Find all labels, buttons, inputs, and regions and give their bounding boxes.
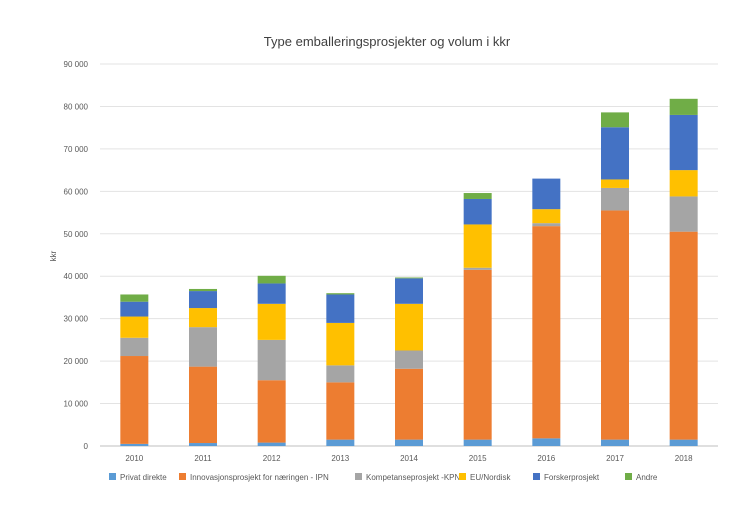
bar-segment	[395, 277, 423, 279]
legend-label: Kompetanseprosjekt -KPN	[366, 473, 460, 482]
legend-swatch	[533, 473, 540, 480]
y-tick-label: 90 000	[64, 60, 89, 69]
y-tick-label: 40 000	[64, 272, 89, 281]
y-tick-label: 10 000	[64, 400, 89, 409]
y-tick-label: 60 000	[64, 187, 89, 196]
legend-label: Forskerprosjekt	[544, 473, 600, 482]
bar-segment	[601, 439, 629, 446]
bar-segment	[120, 316, 149, 338]
bar-segment	[395, 303, 423, 351]
x-tick-label: 2016	[537, 454, 555, 463]
bar-segment	[463, 439, 492, 446]
bar-segment	[257, 339, 286, 381]
bar-segment	[189, 443, 217, 446]
bar-segment	[257, 442, 286, 446]
bar-segment	[326, 382, 355, 440]
bar-segment	[189, 308, 217, 328]
bar-segment	[120, 294, 149, 302]
y-tick-label: 80 000	[64, 102, 89, 111]
bar-segment	[669, 170, 698, 197]
bars	[120, 98, 698, 446]
legend-swatch	[355, 473, 362, 480]
y-tick-label: 70 000	[64, 145, 89, 154]
x-tick-labels: 2010 2011 2012 2013 2014 2015 2016 2017 2018	[125, 454, 693, 463]
bar-segment	[669, 114, 698, 171]
bar-segment	[463, 193, 492, 199]
bar-segment	[120, 443, 149, 446]
bar-segment	[395, 368, 423, 440]
bar-segment	[326, 322, 355, 366]
bar-segment	[395, 278, 423, 304]
bar-segment	[601, 112, 629, 128]
legend-label: EU/Nordisk	[470, 473, 511, 482]
bar-segment	[326, 365, 355, 383]
bar-segment	[189, 327, 217, 367]
bar-segment	[463, 224, 492, 268]
bar-segment	[120, 356, 149, 444]
bar-segment	[463, 269, 492, 440]
bar-segment	[669, 98, 698, 115]
y-tick-label: 50 000	[64, 230, 89, 239]
bar-segment	[601, 179, 629, 188]
bar-segment	[189, 291, 217, 309]
bar-segment	[669, 196, 698, 232]
bar-segment	[326, 294, 355, 323]
bar-segment	[463, 198, 492, 225]
bar-segment	[326, 293, 355, 295]
bar-segment	[532, 226, 561, 439]
bar-segment	[532, 178, 561, 210]
bar-segment	[669, 231, 698, 440]
y-tick-label: 0	[84, 442, 89, 451]
bar-segment	[669, 439, 698, 446]
bar-segment	[532, 223, 561, 227]
legend-swatch	[459, 473, 466, 480]
bar-segment	[601, 210, 629, 440]
x-tick-label: 2017	[606, 454, 624, 463]
bar-segment	[257, 283, 286, 304]
bar-segment	[532, 438, 561, 446]
bar-segment	[257, 303, 286, 340]
legend-label: Privat direkte	[120, 473, 167, 482]
bar-segment	[120, 301, 149, 317]
bar-segment	[326, 439, 355, 446]
chart-title: Type emballeringsprosjekter og volum i k…	[264, 34, 511, 49]
y-tick-label: 30 000	[64, 315, 89, 324]
legend-label: Andre	[636, 473, 658, 482]
x-tick-label: 2013	[331, 454, 349, 463]
bar-segment	[395, 350, 423, 369]
x-tick-label: 2018	[675, 454, 693, 463]
bar-segment	[257, 275, 286, 284]
bar-segment	[532, 209, 561, 224]
legend-swatch	[179, 473, 186, 480]
x-tick-label: 2011	[194, 454, 212, 463]
bar-segment	[601, 127, 629, 180]
bar-segment	[189, 288, 217, 292]
y-axis-label: kkr	[49, 250, 58, 261]
legend-swatch	[625, 473, 632, 480]
legend-swatch	[109, 473, 116, 480]
y-tick-labels: 0 10 000 20 000 30 000 40 000 50 000 60 000 70 …	[64, 60, 89, 451]
x-tick-label: 2010	[125, 454, 143, 463]
x-tick-label: 2015	[469, 454, 487, 463]
bar-segment	[601, 187, 629, 211]
x-tick-label: 2012	[263, 454, 281, 463]
bar-segment	[189, 366, 217, 444]
legend: Privat direkte Innovasjonsprosjekt for næ…	[109, 473, 658, 482]
y-tick-label: 20 000	[64, 357, 89, 366]
bar-segment	[395, 439, 423, 446]
bar-segment	[257, 380, 286, 443]
legend-label: Innovasjonsprosjekt for næringen - IPN	[190, 473, 329, 482]
bar-segment	[120, 337, 149, 357]
bar-segment	[463, 267, 492, 270]
x-tick-label: 2014	[400, 454, 418, 463]
